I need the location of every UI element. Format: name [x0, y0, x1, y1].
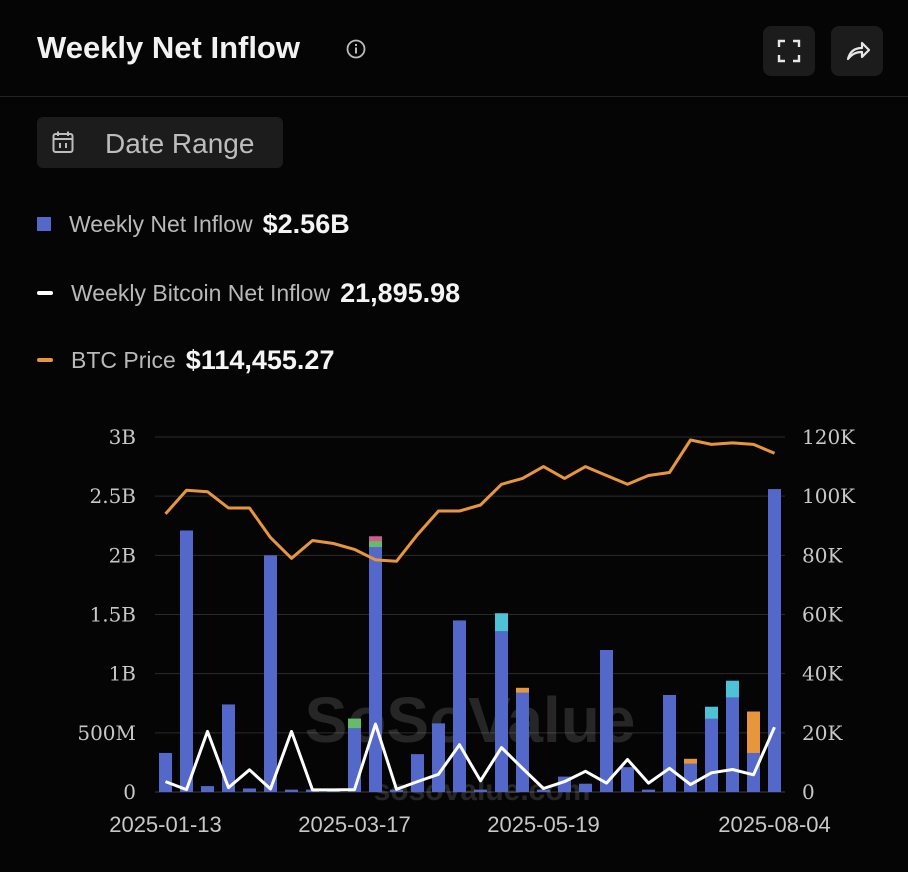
expand-icon — [777, 39, 801, 63]
inflow-bar-segment — [495, 613, 508, 632]
y-right-tick-label: 40K — [802, 662, 843, 686]
y-left-tick-label: 0 — [123, 780, 136, 804]
fullscreen-button[interactable] — [763, 26, 815, 76]
y-right-tick-label: 120K — [802, 425, 856, 449]
inflow-bar-segment — [705, 706, 718, 719]
date-range-button[interactable]: Date Range — [37, 117, 283, 168]
inflow-bar — [600, 650, 613, 792]
inflow-bar — [474, 789, 487, 792]
inflow-bar — [516, 687, 529, 792]
y-right-tick-label: 80K — [802, 543, 843, 567]
y-right-tick-label: 0 — [802, 780, 815, 804]
share-button[interactable] — [831, 26, 883, 76]
legend-swatch — [37, 291, 53, 295]
y-left-tick-label: 1.5B — [89, 603, 136, 627]
inflow-bar-segment — [348, 718, 361, 729]
btc-price-line — [164, 438, 776, 563]
inflow-bar — [411, 754, 424, 792]
inflow-bar-segment — [516, 687, 529, 693]
inflow-bar — [390, 789, 403, 792]
inflow-bar — [663, 694, 676, 792]
inflow-bar-segment — [747, 711, 760, 753]
inflow-bar-segment — [684, 758, 697, 764]
legend-swatch — [37, 217, 51, 231]
inflow-bar — [768, 489, 781, 792]
inflow-bar — [705, 706, 718, 792]
inflow-bar — [243, 788, 256, 792]
bitcoin-net-inflow-line — [164, 722, 776, 792]
y-left-tick-label: 2B — [109, 543, 136, 567]
legend-label: BTC Price — [71, 346, 176, 373]
x-tick-label: 2025-01-13 — [109, 812, 222, 837]
legend-item-btc-price[interactable]: BTC Price $114,455.27 — [37, 342, 334, 378]
y-left-tick-label: 2.5B — [89, 484, 136, 508]
share-arrow-icon — [846, 41, 871, 61]
inflow-bar — [348, 718, 361, 792]
x-tick-label: 2025-08-04 — [718, 812, 831, 837]
chart-title: Weekly Net Inflow — [37, 30, 300, 65]
date-range-label: Date Range — [105, 128, 255, 159]
y-right-tick-label: 20K — [802, 721, 843, 745]
legend-item-bitcoin-net-inflow[interactable]: Weekly Bitcoin Net Inflow 21,895.98 — [37, 275, 460, 311]
inflow-bar — [369, 536, 382, 792]
inflow-bar — [285, 789, 298, 792]
inflow-bar — [201, 786, 214, 792]
inflow-bar — [180, 530, 193, 792]
inflow-bar — [159, 752, 172, 792]
inflow-bar-segment — [369, 536, 382, 542]
y-left-tick-label: 3B — [109, 425, 136, 449]
y-left-tick-label: 1B — [109, 662, 136, 686]
info-circle-icon[interactable] — [346, 39, 366, 59]
inflow-bar — [453, 620, 466, 792]
inflow-bar — [579, 783, 592, 792]
legend-item-weekly-net-inflow[interactable]: Weekly Net Inflow $2.56B — [37, 206, 350, 242]
inflow-bar — [432, 723, 445, 792]
inflow-bar — [621, 767, 634, 792]
legend-label: Weekly Net Inflow — [69, 210, 253, 237]
legend-value: $2.56B — [262, 208, 350, 239]
legend-swatch — [37, 358, 53, 362]
x-tick-label: 2025-05-19 — [487, 812, 600, 837]
calendar-icon — [52, 131, 74, 153]
y-left-tick-label: 500M — [77, 721, 136, 745]
legend-value: $114,455.27 — [185, 344, 335, 375]
card-header: Weekly Net Inflow — [0, 0, 908, 97]
inflow-bar-segment — [369, 536, 382, 548]
y-right-tick-label: 60K — [802, 603, 843, 627]
x-tick-label: 2025-03-17 — [298, 812, 411, 837]
y-right-tick-label: 100K — [802, 484, 856, 508]
legend-label: Weekly Bitcoin Net Inflow — [71, 279, 331, 306]
inflow-bar — [222, 704, 235, 792]
inflow-bar-segment — [726, 680, 739, 698]
legend-value: 21,895.98 — [340, 277, 461, 308]
inflow-bar — [264, 555, 277, 792]
inflow-bar — [495, 613, 508, 792]
inflow-bar — [537, 789, 550, 792]
inflow-bar — [684, 758, 697, 792]
inflow-bar — [642, 789, 655, 792]
inflow-bar — [726, 680, 739, 792]
